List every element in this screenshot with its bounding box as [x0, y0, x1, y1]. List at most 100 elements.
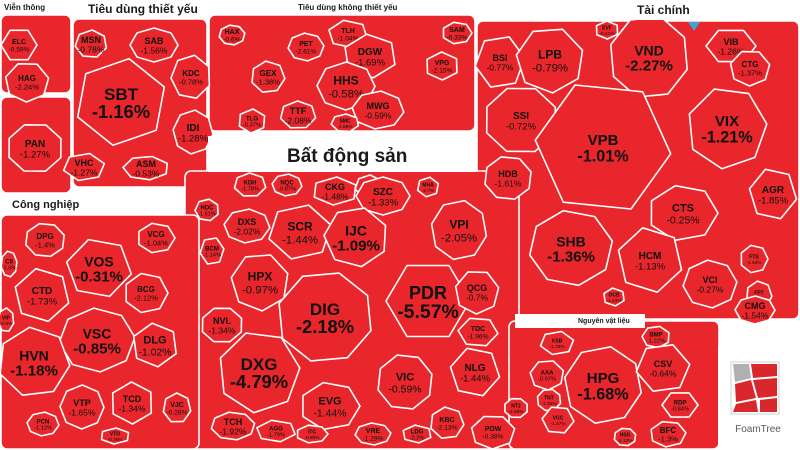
- ticker-label: MHA: [422, 182, 434, 188]
- stock-cell-evf[interactable]: EVF-0.41%: [595, 20, 619, 40]
- stock-cell-vhc[interactable]: VHC-1.27%: [62, 152, 106, 182]
- stock-cell-ijc[interactable]: IJC-1.09%: [323, 207, 387, 268]
- stock-cell-vjc[interactable]: VJC-0.28%: [162, 392, 192, 423]
- stock-cell-nlg[interactable]: NLG-1.44%: [449, 347, 501, 397]
- stock-cell-hvn[interactable]: HVN-1.18%: [0, 326, 71, 397]
- stock-cell-dpg[interactable]: DPG-1.4%: [24, 222, 65, 258]
- stock-cell-bmp[interactable]: BMP-1.22%: [641, 325, 670, 349]
- stock-cell-nvl[interactable]: NVL-1.34%: [201, 307, 243, 343]
- change-label: -1.13%: [635, 262, 666, 273]
- stock-cell-ctd[interactable]: CTD-1.73%: [14, 267, 70, 323]
- ticker-label: EVF: [602, 25, 612, 31]
- stock-cell-msn[interactable]: MSN-0.78%: [74, 29, 108, 58]
- stock-cell-lpb[interactable]: LPB-0.79%: [515, 28, 584, 94]
- stock-cell-vic[interactable]: VIC-0.59%: [377, 354, 433, 410]
- stock-cell-hcm[interactable]: HCM-1.13%: [617, 227, 683, 294]
- stock-cell-aaa[interactable]: AAA-0.97%: [529, 360, 565, 391]
- stock-cell-idi[interactable]: IDI-1.28%: [172, 109, 214, 155]
- stock-cell-hpx[interactable]: HPX-0.97%: [230, 254, 289, 312]
- stock-cell-vtp[interactable]: VTP-1.65%: [59, 384, 105, 430]
- change-label: -1.68%: [577, 385, 628, 403]
- stock-cell-gex[interactable]: GEX-1.38%: [251, 60, 286, 93]
- stock-cell-kdh[interactable]: KDH-1.78%: [233, 172, 267, 197]
- stock-cell-vnd[interactable]: VND-2.27%: [609, 16, 689, 98]
- stock-cell-scr[interactable]: SCR-1.44%: [268, 204, 332, 260]
- stock-cell-tdc[interactable]: TDC-1.96%: [457, 317, 499, 347]
- stock-cell-ldg[interactable]: LDG-2.2%: [402, 424, 432, 444]
- stock-cell-tlg[interactable]: TLG-0.37%: [238, 108, 266, 134]
- stock-cell-dxs[interactable]: DXS-2.02%: [223, 208, 271, 244]
- stock-tile: [748, 168, 798, 220]
- ticker-label: EVG: [318, 396, 341, 408]
- stock-cell-qcg[interactable]: QCG-0.7%: [454, 271, 500, 315]
- stock-cell-agr[interactable]: AGR-1.85%: [748, 168, 798, 220]
- stock-cell-pdr[interactable]: PDR-5.57%: [385, 264, 471, 338]
- stock-cell-szc[interactable]: SZC-1.33%: [355, 176, 411, 216]
- stock-cell-nqc[interactable]: NQC-0.87%: [271, 173, 303, 197]
- stock-cell-kbc[interactable]: KBC-2.13%: [430, 406, 465, 440]
- stock-cell-vpi[interactable]: VPI-2.05%: [430, 199, 488, 261]
- stock-cell-pet[interactable]: PET-2.61%: [287, 32, 325, 62]
- stock-cell-vpg[interactable]: VPG-2.15%: [426, 51, 458, 81]
- stock-cell-ocb[interactable]: OCB-1.24%: [603, 287, 625, 307]
- stock-cell-vsc[interactable]: VSC-0.85%: [58, 307, 136, 373]
- stock-cell-mwg[interactable]: MWG-0.59%: [351, 90, 405, 130]
- stock-cell-cii[interactable]: CII-1.6%: [0, 250, 18, 278]
- change-label: -1.92%: [219, 427, 246, 437]
- stock-cell-dlg[interactable]: DLG-1.02%: [133, 322, 177, 368]
- stock-cell-tcd[interactable]: TCD-1.34%: [111, 381, 153, 425]
- stock-cell-bfc[interactable]: BFC-1.3%: [650, 420, 687, 448]
- stock-cell-mha[interactable]: MHA-2.7%: [416, 176, 440, 198]
- stock-cell-dxg[interactable]: DXG-4.79%: [219, 332, 301, 414]
- change-label: -1.27%: [20, 150, 51, 161]
- stock-cell-kdc[interactable]: KDC-0.78%: [170, 54, 211, 99]
- stock-cell-rdp[interactable]: RDP-0.84%: [661, 392, 699, 418]
- stock-cell-shb[interactable]: SHB-1.36%: [528, 209, 614, 287]
- stock-cell-ctg[interactable]: CTG-1.37%: [729, 50, 771, 87]
- stock-cell-vip[interactable]: VIP-0.8%: [0, 307, 15, 333]
- change-label: -1.26%: [541, 401, 557, 407]
- stock-cell-hpg[interactable]: HPG-1.68%: [563, 345, 643, 425]
- stock-cell-hdb[interactable]: HDB-1.61%: [484, 156, 532, 200]
- stock-cell-dig[interactable]: DIG-2.18%: [278, 272, 372, 362]
- stock-cell-bcg[interactable]: BCG-2.12%: [125, 272, 169, 314]
- stock-cell-hsg[interactable]: HSG-1.12%: [613, 427, 637, 447]
- stock-cell-ckg[interactable]: CKG-1.48%: [313, 176, 357, 206]
- stock-cell-vgc[interactable]: VGC-1.47%: [541, 406, 575, 434]
- stock-cell-pow[interactable]: POW-0.38%: [470, 415, 516, 450]
- stock-cell-vci[interactable]: VCI-0.27%: [682, 259, 738, 309]
- stock-cell-vre[interactable]: VRE-1.29%: [354, 422, 392, 446]
- stock-cell-sbt[interactable]: SBT-1.16%: [76, 57, 166, 147]
- stock-cell-hax[interactable]: HAX-0.6%: [218, 24, 246, 46]
- stock-cell-vto[interactable]: VTO-0.78%: [100, 427, 130, 445]
- stock-tile: [603, 287, 625, 307]
- stock-cell-sab[interactable]: SAB-1.56%: [129, 27, 179, 63]
- stock-cell-sam[interactable]: SAM-0.33%: [442, 21, 473, 45]
- stock-cell-vpb[interactable]: VPB-1.01%: [534, 84, 672, 210]
- stock-cell-vix[interactable]: VIX-1.21%: [688, 88, 768, 170]
- stock-cell-fts[interactable]: FTS-1.63%: [740, 244, 769, 274]
- ticker-label: CKG: [325, 182, 345, 192]
- sector-title: Bất động sản: [287, 146, 407, 167]
- stock-cell-bcm[interactable]: BCM-1.14%: [199, 237, 225, 265]
- stock-cell-ttf[interactable]: TTF-2.08%: [279, 100, 317, 129]
- stock-cell-pcn[interactable]: PCN-1.12%: [26, 411, 60, 437]
- stock-cell-agg[interactable]: AGG-1.79%: [256, 419, 296, 443]
- stock-cell-tch[interactable]: TCH-1.92%: [210, 411, 256, 441]
- stock-cell-ksb[interactable]: KSB-1.78%: [539, 330, 575, 356]
- stock-cell-hdc[interactable]: HDC-1.51%: [194, 198, 219, 222]
- ticker-label: SZC: [373, 187, 393, 198]
- ticker-label: VPG: [435, 60, 450, 67]
- stock-cell-csv[interactable]: CSV-0.64%: [635, 343, 691, 393]
- stock-cell-hag[interactable]: HAG-2.24%: [4, 62, 50, 103]
- stock-cell-asm[interactable]: ASM-0.53%: [122, 155, 168, 181]
- stock-cell-pan[interactable]: PAN-1.27%: [8, 124, 62, 172]
- stock-tile: [416, 176, 440, 198]
- stock-cell-nt2[interactable]: NT2-2.66%: [504, 397, 528, 419]
- stock-cell-itc[interactable]: ITC-0.89%: [296, 424, 329, 444]
- stock-cell-elc[interactable]: ELC-0.59%: [0, 29, 38, 61]
- stock-cell-vos[interactable]: VOS-0.31%: [65, 238, 133, 298]
- stock-cell-smc[interactable]: SMC-1.89%: [330, 113, 360, 133]
- stock-cell-vcg[interactable]: VCG-1.04%: [138, 222, 176, 254]
- stock-cell-cmg[interactable]: CMG-1.54%: [734, 295, 776, 325]
